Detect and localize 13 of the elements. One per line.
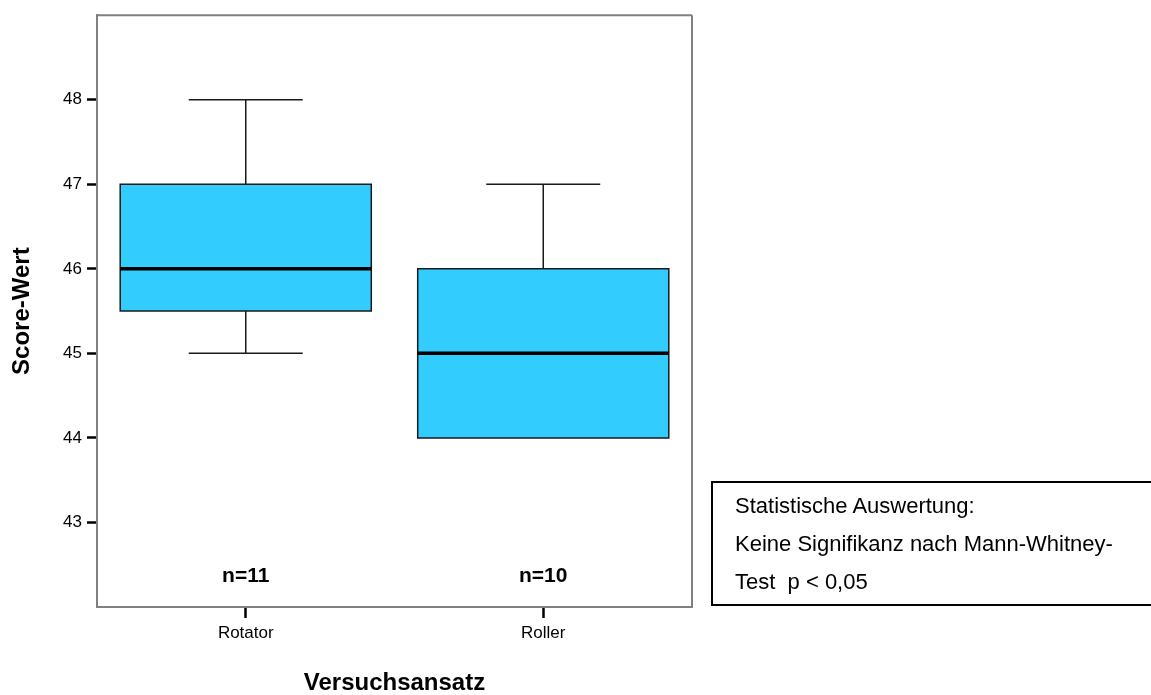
- y-tick-label: 43: [63, 512, 82, 532]
- y-tick-label: 46: [63, 258, 82, 278]
- y-tick-label: 44: [63, 427, 82, 447]
- x-tick-label: Roller: [521, 622, 566, 642]
- y-tick-label: 48: [63, 89, 82, 109]
- y-tick-label: 45: [63, 343, 82, 363]
- x-tick-label: Rotator: [217, 622, 274, 642]
- y-tick-label: 47: [63, 173, 82, 193]
- annotation: n=11: [222, 562, 270, 586]
- y-axis-title: Score-Wert: [6, 247, 34, 375]
- x-axis-title: Versuchsansatz: [303, 667, 486, 695]
- annotation: n=10: [519, 562, 568, 586]
- text: Statistische Auswertung: Keine Signifikanz nach Mann-Whitney- Test p < 0,05: [735, 493, 1113, 595]
